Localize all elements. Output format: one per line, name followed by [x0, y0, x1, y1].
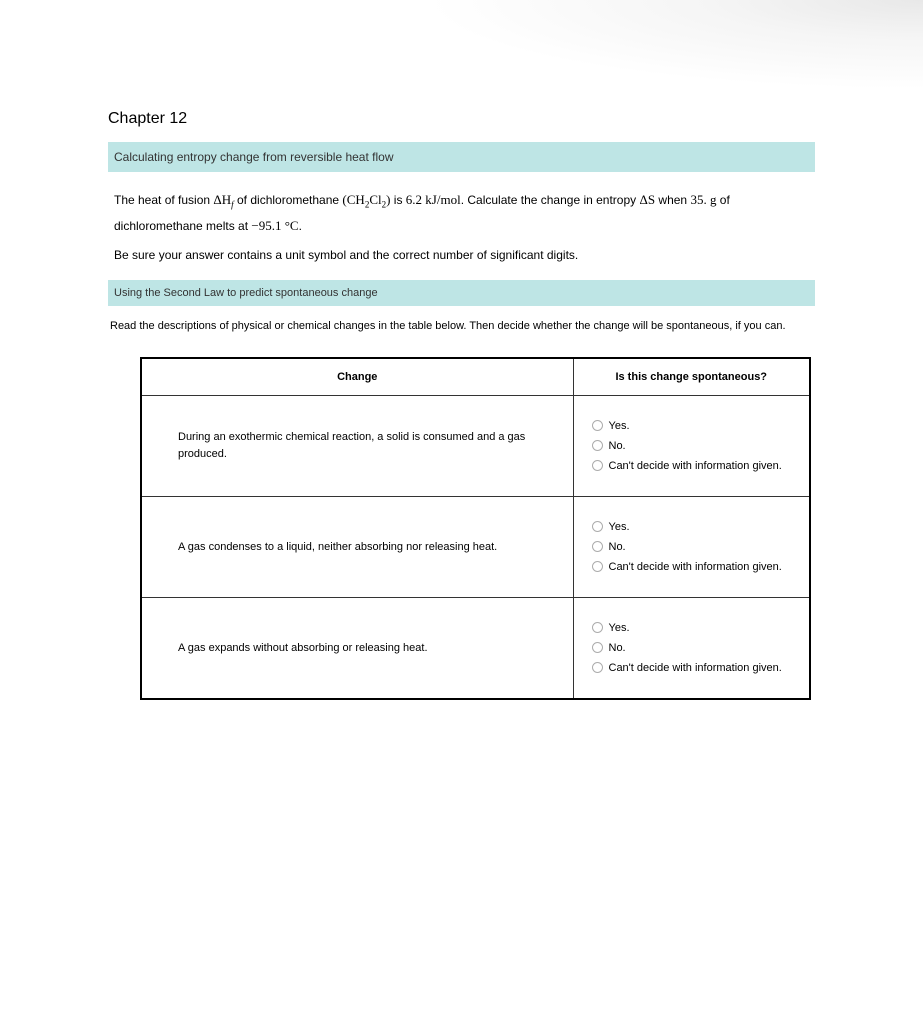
radio-label: No.: [609, 440, 626, 452]
change-cell-3: A gas expands without absorbing or relea…: [141, 597, 573, 699]
radio-option: Yes.: [592, 622, 792, 634]
col-header-spontaneous: Is this change spontaneous?: [573, 358, 810, 396]
radio-yes-2[interactable]: [592, 521, 603, 532]
temp-value: −95.1 °C: [251, 218, 298, 233]
problem-part3: is: [390, 193, 405, 207]
change-cell-1: During an exothermic chemical reaction, …: [141, 395, 573, 496]
heat-value: 6.2 kJ/mol: [406, 192, 461, 207]
radio-option: Yes.: [592, 521, 792, 533]
radio-label: Yes.: [609, 420, 630, 432]
problem1-text: The heat of fusion ΔHf of dichloromethan…: [114, 188, 809, 238]
radio-label: Can't decide with information given.: [609, 662, 782, 674]
section2-header: Using the Second Law to predict spontane…: [108, 280, 815, 306]
col-header-change: Change: [141, 358, 573, 396]
radio-label: No.: [609, 642, 626, 654]
radio-option: Can't decide with information given.: [592, 662, 792, 674]
problem1-instruction: Be sure your answer contains a unit symb…: [114, 248, 809, 262]
radio-option: No.: [592, 541, 792, 553]
options-cell-1: Yes. No. Can't decide with information g…: [573, 395, 810, 496]
chapter-title: Chapter 12: [108, 110, 815, 128]
delta-s: ΔS: [639, 192, 655, 207]
radio-yes-1[interactable]: [592, 420, 603, 431]
radio-label: No.: [609, 541, 626, 553]
radio-option: No.: [592, 642, 792, 654]
problem-part5: when: [655, 193, 690, 207]
table-row: A gas condenses to a liquid, neither abs…: [141, 496, 810, 597]
options-cell-2: Yes. No. Can't decide with information g…: [573, 496, 810, 597]
problem-part1: The heat of fusion: [114, 193, 213, 207]
radio-yes-3[interactable]: [592, 622, 603, 633]
radio-option: No.: [592, 440, 792, 452]
table-intro-text: Read the descriptions of physical or che…: [110, 318, 813, 335]
radio-label: Yes.: [609, 622, 630, 634]
mass-value: 35. g: [690, 192, 716, 207]
radio-cant-decide-1[interactable]: [592, 460, 603, 471]
table-row: During an exothermic chemical reaction, …: [141, 395, 810, 496]
table-row: A gas expands without absorbing or relea…: [141, 597, 810, 699]
radio-option: Yes.: [592, 420, 792, 432]
options-cell-3: Yes. No. Can't decide with information g…: [573, 597, 810, 699]
radio-cant-decide-2[interactable]: [592, 561, 603, 572]
formula: (CH2Cl2): [342, 192, 390, 207]
radio-label: Yes.: [609, 521, 630, 533]
radio-option: Can't decide with information given.: [592, 460, 792, 472]
main-content: Chapter 12 Calculating entropy change fr…: [0, 0, 923, 700]
radio-cant-decide-3[interactable]: [592, 662, 603, 673]
radio-label: Can't decide with information given.: [609, 561, 782, 573]
delta-hf: ΔHf: [213, 192, 233, 207]
radio-label: Can't decide with information given.: [609, 460, 782, 472]
radio-no-1[interactable]: [592, 440, 603, 451]
problem-part4: . Calculate the change in entropy: [461, 193, 640, 207]
change-cell-2: A gas condenses to a liquid, neither abs…: [141, 496, 573, 597]
radio-no-3[interactable]: [592, 642, 603, 653]
problem-part7: .: [299, 219, 302, 233]
spontaneity-table: Change Is this change spontaneous? Durin…: [140, 357, 811, 700]
radio-option: Can't decide with information given.: [592, 561, 792, 573]
section1-header: Calculating entropy change from reversib…: [108, 142, 815, 172]
problem-part2: of dichloromethane: [234, 193, 343, 207]
radio-no-2[interactable]: [592, 541, 603, 552]
